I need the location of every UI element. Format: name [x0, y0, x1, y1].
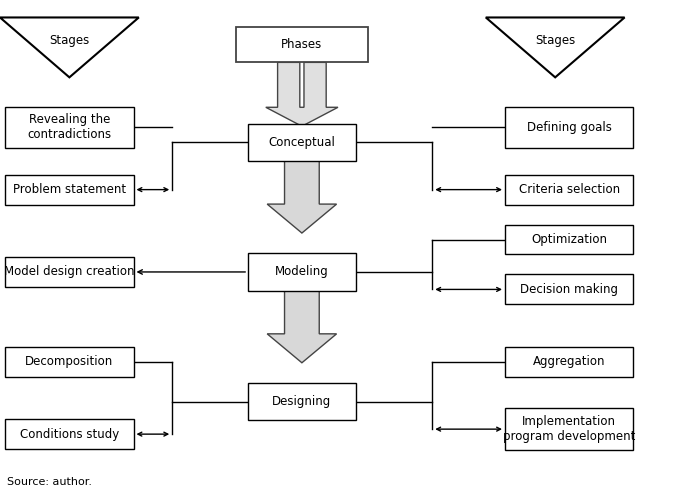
- Bar: [6, 419, 133, 449]
- Bar: [505, 175, 633, 205]
- Bar: [505, 347, 633, 377]
- Bar: [248, 383, 355, 420]
- Text: Stages: Stages: [49, 34, 90, 47]
- Text: Problem statement: Problem statement: [12, 183, 126, 196]
- Bar: [505, 225, 633, 254]
- Text: Source: author.: Source: author.: [7, 477, 92, 487]
- Text: Optimization: Optimization: [531, 233, 607, 246]
- Text: Defining goals: Defining goals: [527, 121, 611, 134]
- Bar: [6, 347, 133, 377]
- Text: Revealing the
contradictions: Revealing the contradictions: [27, 113, 112, 141]
- Bar: [6, 175, 133, 205]
- Text: Decomposition: Decomposition: [25, 355, 114, 368]
- Text: Model design creation: Model design creation: [4, 265, 135, 278]
- Bar: [505, 274, 633, 304]
- Polygon shape: [486, 17, 625, 77]
- Text: Criteria selection: Criteria selection: [518, 183, 620, 196]
- Text: Aggregation: Aggregation: [533, 355, 605, 368]
- Text: Stages: Stages: [535, 34, 575, 47]
- Text: Implementation
program development: Implementation program development: [503, 415, 635, 443]
- Bar: [505, 107, 633, 148]
- Bar: [248, 253, 355, 290]
- Bar: [6, 257, 133, 287]
- Polygon shape: [267, 290, 337, 363]
- Polygon shape: [267, 161, 337, 233]
- Text: Modeling: Modeling: [275, 265, 329, 278]
- Text: Conceptual: Conceptual: [269, 136, 335, 149]
- Text: Decision making: Decision making: [520, 283, 618, 296]
- Text: Designing: Designing: [272, 395, 332, 408]
- Polygon shape: [266, 62, 338, 126]
- Bar: [248, 124, 355, 161]
- Bar: [236, 27, 368, 62]
- Bar: [6, 107, 133, 148]
- Polygon shape: [0, 17, 139, 77]
- Text: Phases: Phases: [281, 38, 323, 51]
- Text: Conditions study: Conditions study: [19, 428, 119, 441]
- Bar: [505, 408, 633, 450]
